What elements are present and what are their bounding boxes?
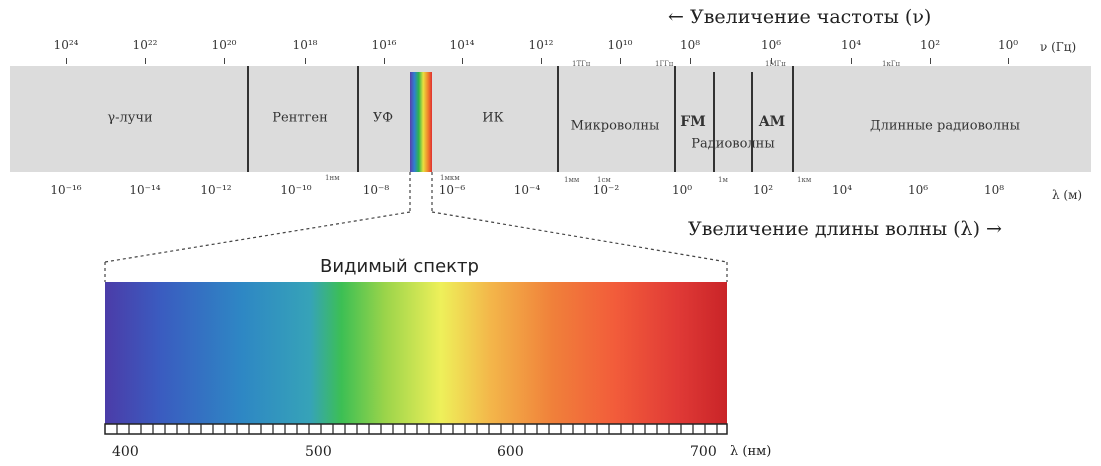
wave-marker: 1см xyxy=(597,176,611,184)
freq-tickmark xyxy=(66,58,67,64)
freq-tick: 10¹⁶ xyxy=(371,38,397,52)
wave-tick: 10⁻² xyxy=(592,183,620,197)
region-ir: ИК xyxy=(482,110,504,126)
freq-tickmark xyxy=(1008,58,1009,64)
freq-marker: 1ТГц xyxy=(572,60,591,68)
visible-spectrum-gradient xyxy=(105,282,727,424)
freq-tick: 10⁸ xyxy=(679,38,701,52)
frequency-axis-title: ← Увеличение частоты (ν) xyxy=(668,6,932,28)
wave-tick: 10⁻⁸ xyxy=(362,183,390,197)
wavelength-unit: λ (м) xyxy=(1052,188,1083,202)
divider xyxy=(792,66,794,172)
freq-tickmark xyxy=(305,58,306,64)
wave-tick: 10⁸ xyxy=(983,183,1005,197)
freq-tick: 10²² xyxy=(132,38,158,52)
frequency-unit: ν (Гц) xyxy=(1040,40,1077,54)
freq-tickmark xyxy=(620,58,621,64)
freq-tickmark xyxy=(771,58,772,64)
freq-marker: 1ГГц xyxy=(655,60,674,68)
freq-tickmark xyxy=(145,58,146,64)
region-am: AM xyxy=(758,114,786,130)
freq-marker: 1кГц xyxy=(882,60,900,68)
divider xyxy=(247,66,249,172)
wave-marker: 1м xyxy=(718,176,728,184)
freq-tick: 10¹⁴ xyxy=(449,38,475,52)
freq-tickmark xyxy=(541,58,542,64)
visible-scale-label: 400 xyxy=(112,444,139,460)
wave-marker: 1мм xyxy=(564,176,580,184)
freq-tickmark xyxy=(690,58,691,64)
wave-tick: 10⁻¹⁴ xyxy=(129,183,161,197)
wavelength-axis-title: Увеличение длины волны (λ) → xyxy=(688,218,1002,240)
wave-tick: 10⁰ xyxy=(671,183,693,197)
wave-tick: 10⁻¹² xyxy=(200,183,232,197)
divider xyxy=(751,72,753,172)
freq-tickmark xyxy=(930,58,931,64)
region-fm: FM xyxy=(680,114,706,130)
divider xyxy=(357,66,359,172)
visible-light-strip xyxy=(410,72,432,172)
wave-tick: 10⁶ xyxy=(907,183,929,197)
freq-tick: 10¹⁸ xyxy=(292,38,318,52)
wave-marker: 1нм xyxy=(325,174,340,182)
freq-tick: 10⁰ xyxy=(997,38,1019,52)
region-xray: Рентген xyxy=(272,110,328,126)
region-radio: Радиоволны xyxy=(691,136,775,152)
freq-tickmark xyxy=(851,58,852,64)
wave-tick: 10⁻⁴ xyxy=(513,183,541,197)
wave-tick: 10⁻¹⁰ xyxy=(280,183,312,197)
freq-tick: 10²⁰ xyxy=(211,38,237,52)
freq-tick: 10² xyxy=(919,38,941,52)
region-uv: УФ xyxy=(372,110,394,126)
freq-tickmark xyxy=(462,58,463,64)
divider xyxy=(674,66,676,172)
wave-tick: 10⁴ xyxy=(831,183,853,197)
visible-scale-unit: λ (нм) xyxy=(730,444,772,459)
divider xyxy=(557,66,559,172)
freq-tick: 10¹² xyxy=(528,38,554,52)
visible-scale-bar xyxy=(104,423,728,435)
freq-tick: 10⁶ xyxy=(760,38,782,52)
wave-tick: 10² xyxy=(752,183,774,197)
em-spectrum-band xyxy=(10,66,1091,172)
visible-scale-label: 500 xyxy=(305,444,332,460)
freq-tickmark xyxy=(224,58,225,64)
freq-tick: 10²⁴ xyxy=(53,38,79,52)
region-long-radio: Длинные радиоволны xyxy=(870,118,1020,134)
freq-tickmark xyxy=(384,58,385,64)
freq-tick: 10¹⁰ xyxy=(607,38,633,52)
wave-tick: 10⁻⁶ xyxy=(438,183,466,197)
visible-scale-label: 700 xyxy=(690,444,717,460)
freq-marker: 1МГц xyxy=(765,60,786,68)
wave-tick: 10⁻¹⁶ xyxy=(50,183,82,197)
freq-tick: 10⁴ xyxy=(840,38,862,52)
wave-marker: 1км xyxy=(797,176,812,184)
region-microwave: Микроволны xyxy=(570,118,660,134)
region-gamma: γ-лучи xyxy=(107,110,153,126)
visible-spectrum-title: Видимый спектр xyxy=(320,256,479,277)
visible-scale-label: 600 xyxy=(497,444,524,460)
wave-marker: 1мкм xyxy=(440,174,460,182)
divider xyxy=(713,72,715,172)
